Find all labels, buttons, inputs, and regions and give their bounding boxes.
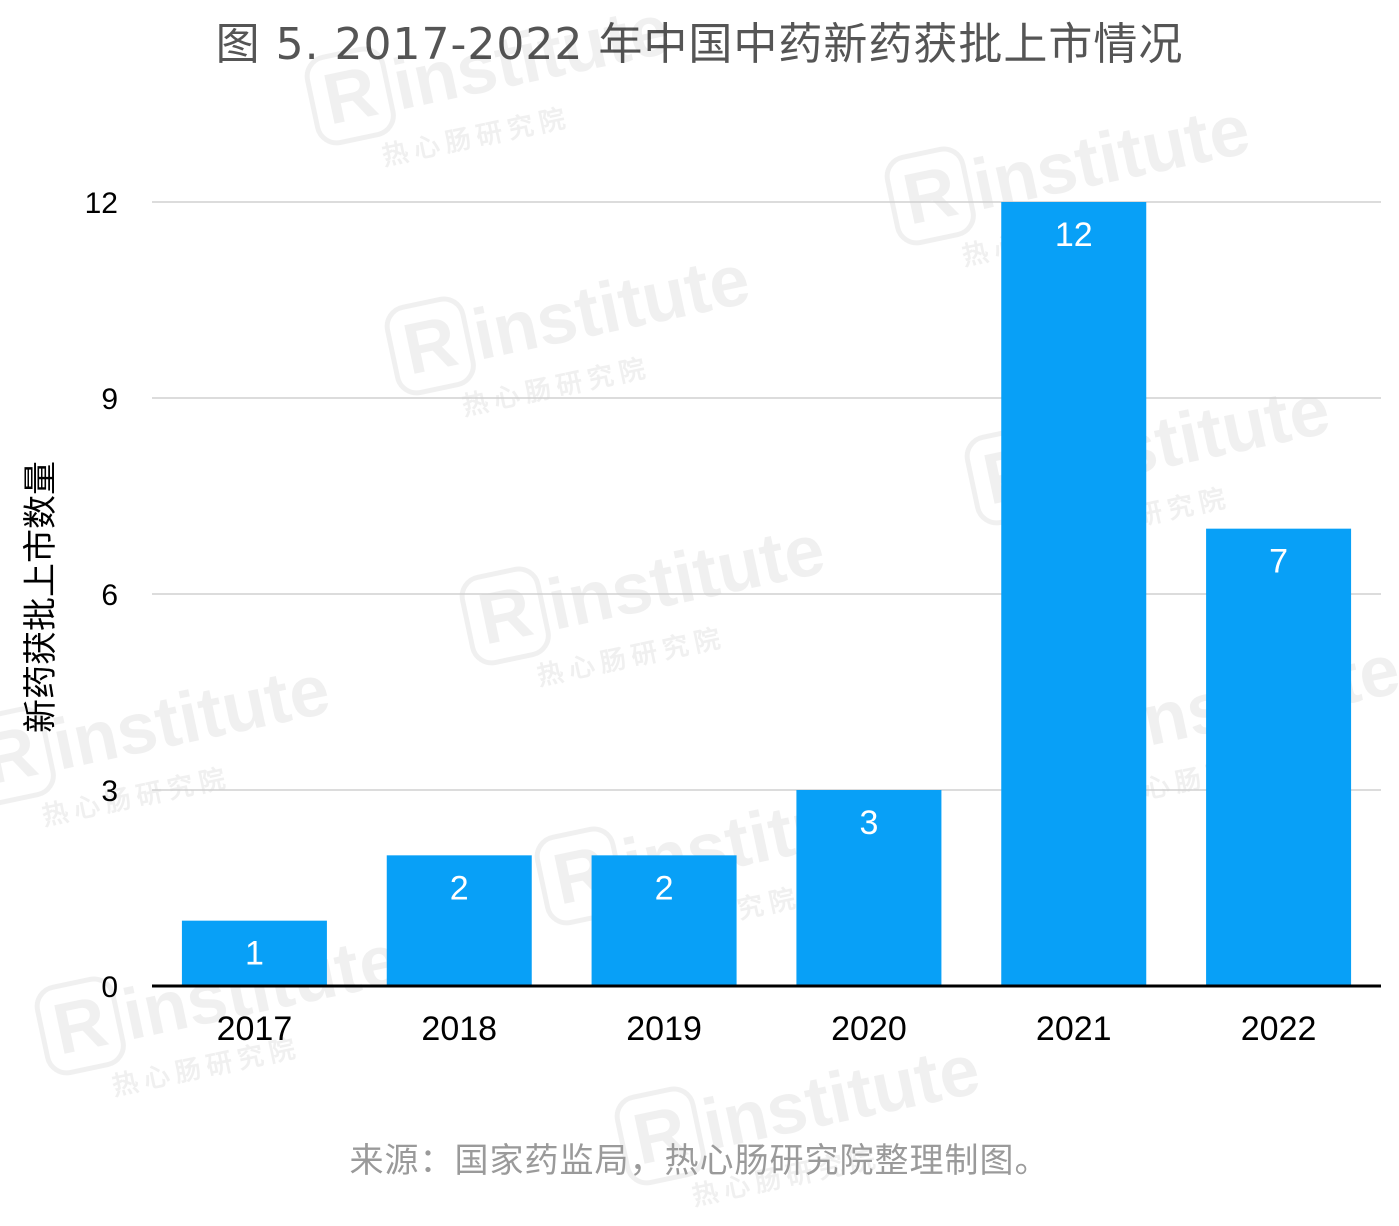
x-tick-label: 2018 xyxy=(421,1010,497,1048)
y-tick-label: 6 xyxy=(101,579,118,612)
bar xyxy=(1206,528,1352,986)
bar-data-label: 1 xyxy=(245,935,264,973)
y-axis-label: 新药获批上市数量 xyxy=(21,461,61,733)
bar xyxy=(181,920,327,986)
bar xyxy=(386,855,532,986)
x-tick-label: 2022 xyxy=(1241,1010,1317,1048)
bar xyxy=(1001,202,1147,986)
bar xyxy=(591,855,737,986)
y-tick-label: 3 xyxy=(101,775,118,808)
bar-data-label: 7 xyxy=(1269,543,1288,581)
bar-data-label: 3 xyxy=(859,804,878,842)
bar-data-label: 2 xyxy=(655,869,674,907)
source-note: 来源：国家药监局，热心肠研究院整理制图。 xyxy=(349,1141,1050,1181)
y-tick-label: 12 xyxy=(85,187,118,220)
x-tick-label: 2020 xyxy=(831,1010,907,1048)
x-tick-label: 2017 xyxy=(217,1010,293,1048)
x-tick-label: 2019 xyxy=(626,1010,702,1048)
y-tick-label: 0 xyxy=(101,971,118,1004)
bar-data-label: 2 xyxy=(450,869,469,907)
bar-data-label: 12 xyxy=(1055,216,1093,254)
x-tick-label: 2021 xyxy=(1036,1010,1112,1048)
chart-title: 图 5. 2017-2022 年中国中药新药获批上市情况 xyxy=(215,19,1184,70)
y-tick-label: 9 xyxy=(101,383,118,416)
bar xyxy=(796,790,942,986)
